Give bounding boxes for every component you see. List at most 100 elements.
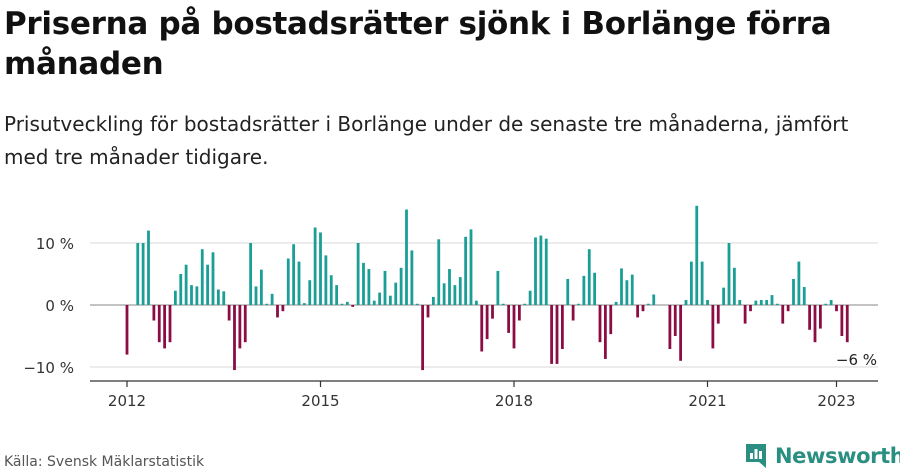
source-note: Källa: Svensk Mäklarstatistik [4,454,205,470]
bar [259,269,263,305]
bar [195,286,199,305]
bar [507,305,511,333]
bar [319,232,322,305]
bar [410,250,414,305]
bar [722,287,726,305]
bar [356,243,360,305]
bar [367,269,371,305]
bar [421,305,425,371]
bar [243,305,247,343]
bar [206,264,210,305]
brand-name: Newsworthy [775,444,900,468]
bar [646,303,650,305]
bar [491,305,494,319]
bar [695,205,699,305]
bar [448,269,451,305]
bar [426,305,430,318]
bar [775,303,779,305]
bar [442,283,446,305]
bar [276,305,279,318]
x-tick-label: 2012 [108,392,146,410]
bar [571,305,575,321]
bar [302,303,306,305]
bar [582,275,586,305]
bar [743,305,747,324]
bar [587,249,591,305]
bar [163,305,167,349]
y-axis-labels: 10 % 0 % −10 % [23,235,74,377]
bar [528,290,532,305]
bar [383,270,387,305]
bar [254,286,258,305]
newsworthy-brand[interactable]: Newsworthy [744,440,900,472]
last-value-label: −6 % [836,351,877,369]
bar [539,235,543,305]
bar [415,303,419,305]
newsworthy-logo-icon [746,444,766,468]
annotations: −6 % [836,351,877,369]
bar [458,277,462,305]
bar [732,267,736,305]
bar [270,293,274,305]
bar [738,300,742,305]
bar [770,295,774,305]
bar [453,285,457,305]
bar [405,209,408,305]
bar [609,305,613,335]
bar [286,258,290,305]
bar [781,305,785,324]
bar [485,305,489,340]
bar [652,294,656,305]
bar [808,305,812,330]
bar [824,303,828,305]
bar [378,292,382,305]
y-tick-label: −10 % [23,359,74,377]
bar [840,305,844,336]
bar [200,249,204,305]
bar [673,305,677,336]
bar [329,275,333,305]
bar [679,305,683,361]
bar [297,261,301,305]
bar [292,244,296,305]
bar [125,305,129,355]
x-tick-label: 2023 [817,392,855,410]
bar [845,305,849,343]
bar [399,267,403,305]
bar [534,237,537,305]
bar [550,305,554,364]
bar [668,305,672,350]
bar [620,268,623,305]
bar [716,305,720,324]
bar [222,291,226,305]
bar [437,239,441,305]
bar [372,300,376,305]
bar [313,227,317,305]
bars [125,205,849,371]
bar [152,305,156,321]
bar [636,305,640,318]
bar [136,243,140,305]
bar [469,229,473,305]
bar [517,305,521,321]
bar [813,305,817,343]
bar [566,278,570,305]
bar [308,280,312,305]
x-tick-label: 2021 [688,392,726,410]
bar [394,282,398,305]
chart-subtitle: Prisutveckling för bostadsrätter i Borlä… [4,112,849,169]
bar [227,305,231,321]
bar [792,278,795,305]
bar [711,305,715,349]
chart-title: Priserna på bostadsrätter sjönk i Borlän… [4,6,832,82]
bar [362,262,365,305]
bar [173,290,177,305]
bar [689,261,693,305]
bar-chart: 10 % 0 % −10 % 2012 2015 2018 2021 2023 −6 % [23,205,878,410]
bar [184,264,188,305]
bar [759,300,763,305]
bar [512,305,516,349]
bar [431,296,435,305]
bar [786,305,790,312]
bar [464,236,468,305]
